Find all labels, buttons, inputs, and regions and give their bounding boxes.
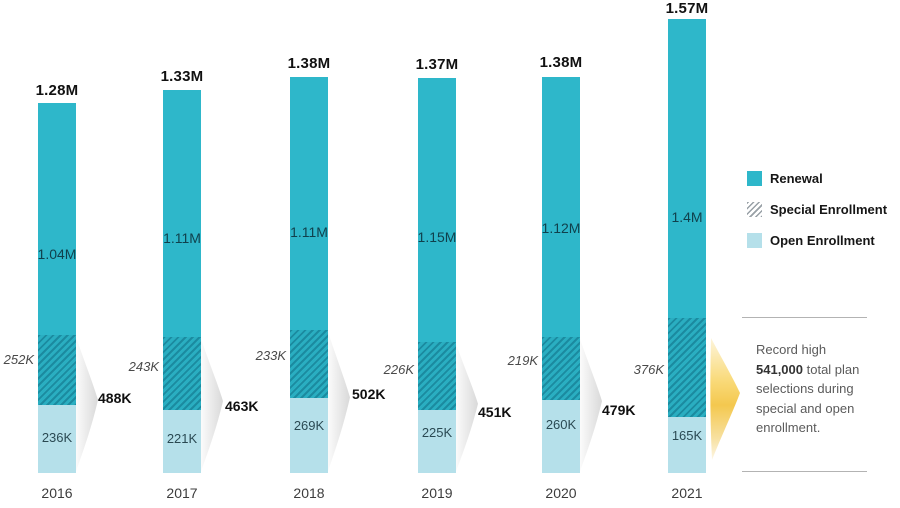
legend-swatch-renewal-icon <box>747 171 762 186</box>
renewal-value-label: 1.11M <box>163 230 201 246</box>
annotation-line1: Record high <box>756 342 827 357</box>
special-value-label: 233K <box>255 348 286 363</box>
stacked-bar <box>542 77 580 473</box>
legend-swatch-special-enrollment-icon <box>747 202 762 217</box>
open-value-label: 236K <box>41 430 73 445</box>
annotation-bold-value: 541,000 <box>756 361 803 377</box>
segment-open-enrollment <box>290 398 328 473</box>
gray-callout-arrow-icon <box>328 332 350 471</box>
gray-callout-arrow-icon <box>76 336 98 472</box>
renewal-value-label: 1.11M <box>290 224 328 240</box>
open-value-label: 165K <box>671 428 703 443</box>
year-label: 2019 <box>421 485 453 501</box>
gray-callout-arrow-icon <box>456 343 478 472</box>
open-value-label: 225K <box>421 425 453 440</box>
stacked-bar <box>418 78 456 473</box>
year-label: 2021 <box>671 485 703 501</box>
total-label: 1.28M <box>35 82 79 99</box>
stacked-bar <box>163 90 201 473</box>
combined-value-label: 479K <box>602 402 636 418</box>
annotation-divider-bottom <box>742 471 867 472</box>
renewal-value-label: 1.04M <box>37 246 77 262</box>
special-value-label: 226K <box>383 362 414 377</box>
total-label: 1.33M <box>160 68 204 85</box>
segment-open-enrollment <box>542 400 580 473</box>
gold-record-arrow-icon <box>710 338 740 460</box>
stacked-bar <box>668 19 706 473</box>
segment-renewal <box>542 77 580 337</box>
segment-open-enrollment <box>668 417 706 473</box>
special-value-label: 219K <box>507 353 538 368</box>
year-label: 2018 <box>293 485 325 501</box>
special-value-label: 376K <box>633 362 664 377</box>
segment-renewal <box>290 77 328 330</box>
stacked-bar <box>38 103 76 473</box>
segment-special-enrollment <box>542 337 580 400</box>
annotation-text: Record high 541,000 total plan selection… <box>756 340 892 438</box>
combined-value-label: 502K <box>352 386 386 402</box>
open-value-label: 269K <box>293 418 325 433</box>
segment-renewal <box>418 78 456 342</box>
segment-renewal <box>38 103 76 335</box>
segment-special-enrollment <box>38 335 76 405</box>
segment-special-enrollment <box>418 342 456 410</box>
total-label: 1.57M <box>665 0 709 17</box>
legend-label: Special Enrollment <box>770 202 888 217</box>
gray-callout-arrow-icon <box>580 338 602 472</box>
special-value-label: 252K <box>3 352 34 367</box>
total-label: 1.38M <box>287 55 331 72</box>
segment-special-enrollment <box>163 337 201 410</box>
legend-label: Renewal <box>770 171 823 186</box>
segment-special-enrollment <box>290 330 328 398</box>
year-label: 2016 <box>41 485 73 501</box>
annotation-divider-top <box>742 317 867 318</box>
combined-value-label: 463K <box>225 398 259 414</box>
renewal-value-label: 1.12M <box>541 220 581 236</box>
stacked-bar <box>290 77 328 473</box>
total-label: 1.38M <box>539 54 583 71</box>
legend-label: Open Enrollment <box>770 233 875 248</box>
gray-callout-arrow-icon <box>201 338 223 472</box>
year-label: 2020 <box>545 485 577 501</box>
annotation-rest: total plan selections during special and… <box>756 361 860 436</box>
open-value-label: 221K <box>166 431 198 446</box>
year-label: 2017 <box>166 485 198 501</box>
combined-value-label: 451K <box>478 404 512 420</box>
total-label: 1.37M <box>415 56 459 73</box>
segment-open-enrollment <box>418 410 456 473</box>
segment-renewal <box>163 90 201 337</box>
open-value-label: 260K <box>545 417 577 432</box>
segment-open-enrollment <box>38 405 76 473</box>
renewal-value-label: 1.4M <box>671 209 703 225</box>
segment-special-enrollment <box>668 318 706 417</box>
legend-swatch-open-enrollment-icon <box>747 233 762 248</box>
special-value-label: 243K <box>128 359 159 374</box>
segment-renewal <box>668 19 706 318</box>
segment-open-enrollment <box>163 410 201 473</box>
renewal-value-label: 1.15M <box>417 229 457 245</box>
combined-value-label: 488K <box>98 390 132 406</box>
